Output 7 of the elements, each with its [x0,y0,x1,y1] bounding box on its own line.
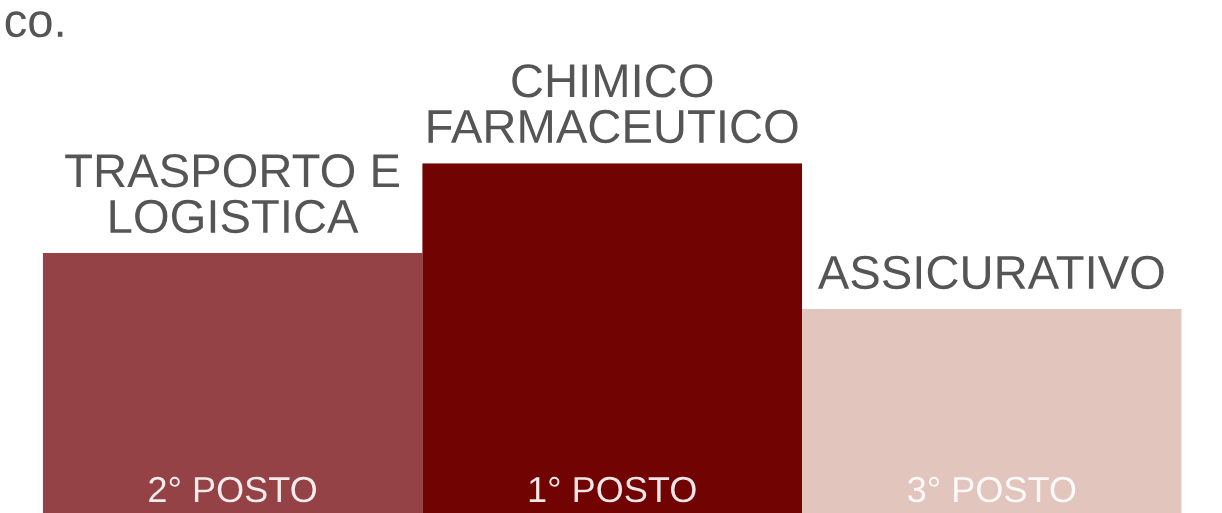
x-tick-label: ASSICURATIVO [817,255,1164,290]
x-tick-label: CHIMICO FARMACEUTICO [428,64,798,144]
x-tick-label: TRASPORTO E LOGISTICA [65,154,399,234]
annotation: 1° POSTO [529,476,696,503]
annotation: 3° POSTO [908,476,1076,503]
text: co. [5,11,63,38]
annotation: 2° POSTO [149,476,317,503]
